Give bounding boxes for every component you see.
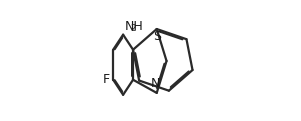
Text: NH: NH: [124, 20, 143, 33]
Text: N: N: [151, 77, 160, 90]
Text: F: F: [103, 73, 110, 86]
Text: 2: 2: [131, 24, 136, 33]
Text: S: S: [153, 30, 161, 43]
